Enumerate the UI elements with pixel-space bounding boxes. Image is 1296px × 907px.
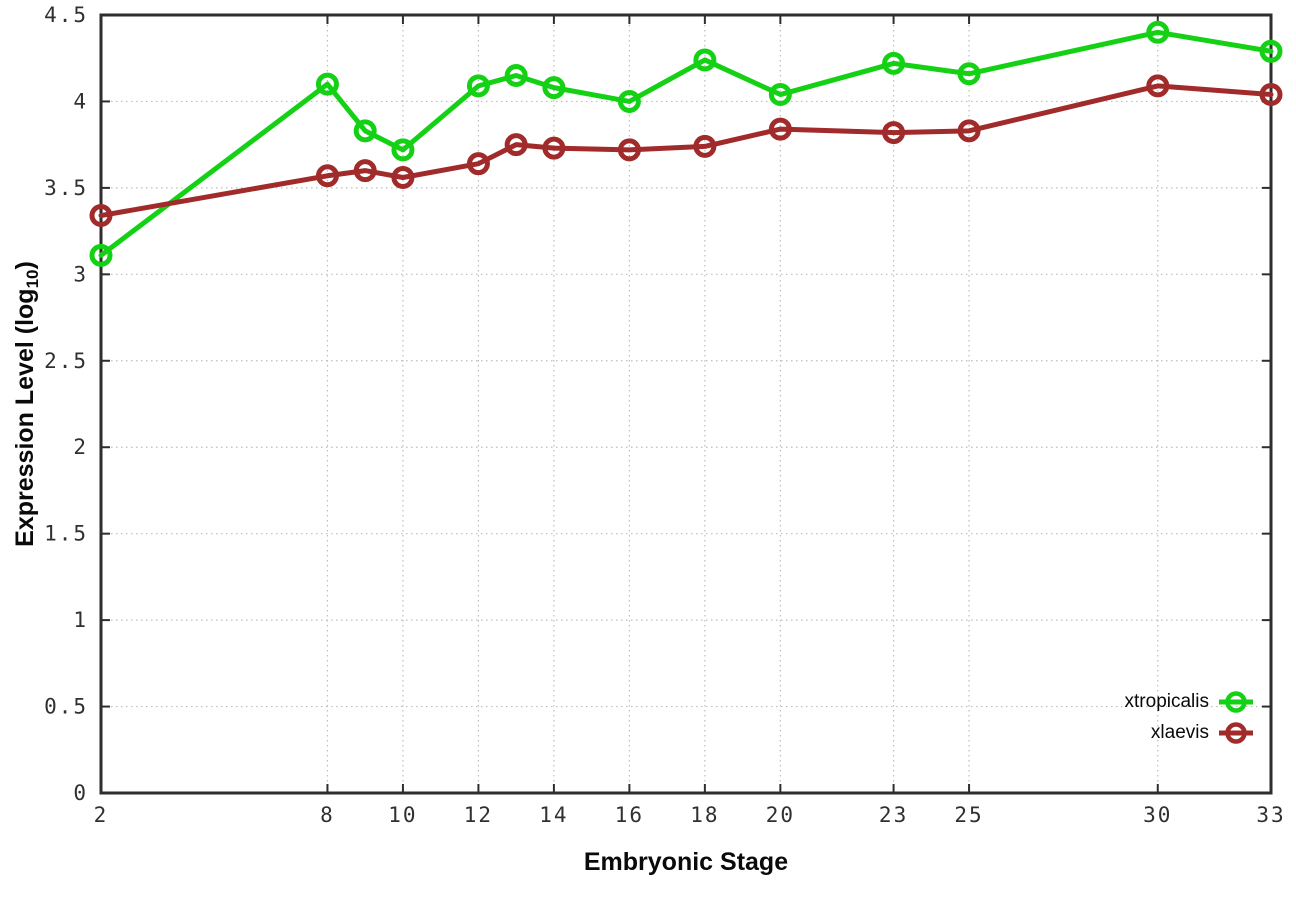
data-point-xtropicalis bbox=[315, 72, 339, 96]
legend-label-xlaevis: xlaevis bbox=[1150, 721, 1209, 743]
data-point-xlaevis bbox=[89, 204, 113, 228]
plot-border bbox=[99, 13, 1273, 795]
legend-point-sample bbox=[1225, 721, 1247, 744]
data-point-xlaevis bbox=[353, 159, 377, 183]
legend-sample-xtropicalis bbox=[1219, 690, 1253, 713]
x-tick-label: 25 bbox=[954, 803, 983, 827]
x-tick-label: 23 bbox=[879, 803, 908, 827]
data-point-xlaevis bbox=[391, 166, 415, 190]
data-point-xlaevis bbox=[882, 121, 906, 145]
data-point-xlaevis bbox=[617, 138, 641, 162]
x-tick-label: 10 bbox=[388, 803, 417, 827]
data-point-xlaevis bbox=[542, 136, 566, 160]
y-tick-label: 1 bbox=[73, 608, 88, 632]
y-tick-label: 0 bbox=[73, 781, 88, 805]
y-tick-label: 2 bbox=[73, 435, 88, 459]
data-point-xtropicalis bbox=[882, 51, 906, 75]
data-point-xlaevis bbox=[1259, 83, 1283, 107]
series-line-xlaevis bbox=[98, 83, 1274, 219]
data-point-xtropicalis bbox=[89, 243, 113, 267]
y-axis-label: Expression Level (log10) bbox=[11, 261, 43, 547]
y-tick-label: 4 bbox=[73, 89, 88, 113]
legend: xtropicalis xlaevis bbox=[1125, 686, 1254, 748]
tick-marks bbox=[100, 14, 1272, 794]
y-tick-label: 3 bbox=[73, 262, 88, 286]
data-point-xtropicalis bbox=[617, 89, 641, 113]
x-tick-label: 20 bbox=[766, 803, 795, 827]
legend-point-sample bbox=[1225, 690, 1247, 713]
legend-label-xtropicalis: xtropicalis bbox=[1124, 690, 1209, 712]
x-tick-label: 14 bbox=[539, 803, 568, 827]
series-xtropicalis bbox=[89, 20, 1283, 267]
data-point-xtropicalis bbox=[693, 48, 717, 72]
x-axis-label: Embryonic Stage bbox=[583, 848, 789, 876]
x-tick-label: 18 bbox=[690, 803, 719, 827]
x-tick-label: 2 bbox=[94, 803, 109, 827]
legend-entry-xtropicalis: xtropicalis bbox=[1125, 686, 1254, 717]
x-tick-label: 33 bbox=[1256, 803, 1285, 827]
data-point-xlaevis bbox=[466, 152, 490, 176]
x-tick-label: 12 bbox=[464, 803, 493, 827]
data-point-xlaevis bbox=[957, 119, 981, 143]
y-tick-label: 4.5 bbox=[44, 3, 88, 27]
data-point-xtropicalis bbox=[466, 74, 490, 98]
data-point-xlaevis bbox=[693, 134, 717, 158]
x-tick-label: 16 bbox=[615, 803, 644, 827]
data-point-xlaevis bbox=[315, 164, 339, 188]
data-point-xtropicalis bbox=[542, 76, 566, 100]
series-xlaevis bbox=[89, 74, 1283, 228]
data-point-xtropicalis bbox=[353, 119, 377, 143]
data-point-xlaevis bbox=[504, 133, 528, 157]
data-point-xtropicalis bbox=[504, 64, 528, 88]
data-point-xlaevis bbox=[768, 117, 792, 141]
legend-entry-xlaevis: xlaevis bbox=[1151, 717, 1254, 748]
series-line-xtropicalis bbox=[98, 29, 1274, 258]
y-tick-label: 2.5 bbox=[44, 349, 88, 373]
gridlines bbox=[101, 15, 1271, 793]
data-point-xtropicalis bbox=[768, 83, 792, 107]
y-tick-label: 0.5 bbox=[44, 695, 88, 719]
data-point-xtropicalis bbox=[957, 62, 981, 86]
data-point-xlaevis bbox=[1146, 74, 1170, 98]
y-tick-label: 3.5 bbox=[44, 176, 88, 200]
data-point-xtropicalis bbox=[1146, 20, 1170, 44]
legend-sample-xlaevis bbox=[1219, 721, 1253, 744]
data-point-xtropicalis bbox=[1259, 39, 1283, 63]
y-tick-labels: 0 0.5 1 1.5 2 2.5 3 3.5 4 4.5 bbox=[44, 3, 88, 805]
data-point-xtropicalis bbox=[391, 138, 415, 162]
x-tick-label: 30 bbox=[1143, 803, 1172, 827]
x-tick-labels: 2 8 10 12 14 16 18 20 23 25 30 33 bbox=[94, 803, 1285, 827]
x-tick-label: 8 bbox=[320, 803, 335, 827]
y-axis-label-main: Expression Level (log bbox=[11, 288, 39, 547]
y-tick-label: 1.5 bbox=[44, 522, 88, 546]
y-axis-label-end: ) bbox=[11, 261, 39, 270]
y-axis-label-sub: 10 bbox=[23, 269, 42, 289]
